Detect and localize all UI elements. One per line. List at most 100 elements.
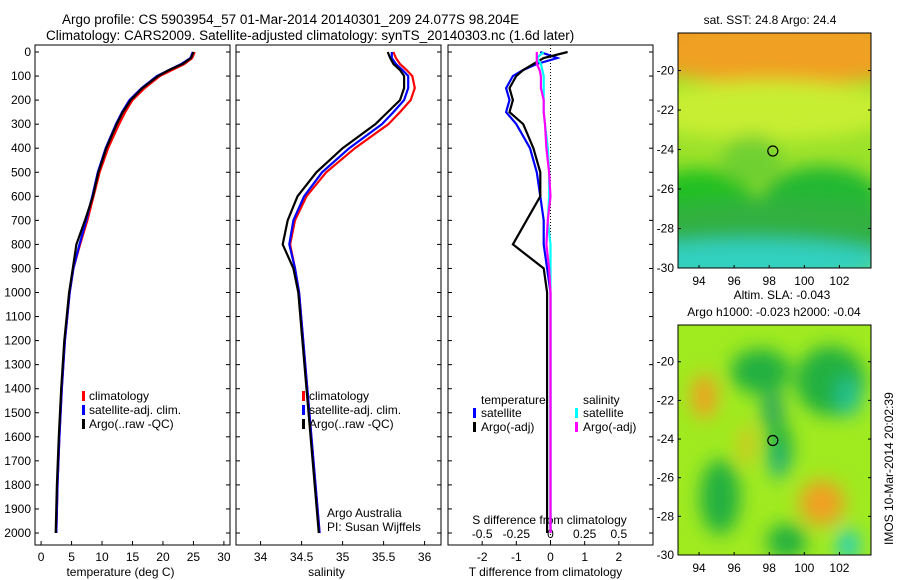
profile-panel-2: 34 34.5 35 35.5 36 salinity climatologysatelli… bbox=[235, 44, 442, 579]
y-tick-label: 600 bbox=[11, 189, 31, 203]
map-subtitle: Argo h1000: -0.023 h2000: -0.04 bbox=[687, 305, 861, 319]
x-tick-label: 35 bbox=[336, 550, 350, 564]
y-tick-label: -22 bbox=[657, 103, 675, 117]
legend-swatch bbox=[302, 405, 305, 415]
plot-frame bbox=[34, 44, 231, 546]
x-tick-label: 36 bbox=[418, 550, 432, 564]
y-tick-label: -30 bbox=[657, 261, 675, 275]
y-tick-label: 1900 bbox=[4, 502, 31, 516]
x-tick-label: 96 bbox=[727, 561, 741, 575]
series-line-argo-raw-qc- bbox=[54, 51, 195, 534]
sst-map: 94 96 98 100 102 -20 -22 -24 -26 -28 -30 sat. SST: … bbox=[657, 13, 872, 288]
heatmap-cell bbox=[766, 523, 807, 555]
x-tick-label: 0 bbox=[38, 550, 45, 564]
y-tick-label: 2000 bbox=[4, 526, 31, 540]
x-tick-label: 94 bbox=[692, 561, 706, 575]
map-title: sat. SST: 24.8 Argo: 24.4 bbox=[704, 13, 837, 27]
legend-swatch bbox=[302, 391, 305, 401]
credit-text: IMOS 10-Mar-2014 20:02:39 bbox=[882, 392, 896, 545]
map-frame bbox=[677, 32, 872, 269]
float-position-marker bbox=[767, 145, 779, 157]
s-tick-label: 0 bbox=[547, 527, 554, 541]
heatmap-cell bbox=[691, 374, 717, 420]
x-tick-label: 15 bbox=[126, 550, 140, 564]
figure-title-line1: Argo profile: CS 5903954_57 01-Mar-2014 … bbox=[62, 12, 520, 27]
y-tick-label: 200 bbox=[11, 93, 31, 107]
x-tick-label: 2 bbox=[615, 550, 622, 564]
x-tick-label: 30 bbox=[217, 550, 231, 564]
legend-label: satellite-adj. clim. bbox=[309, 403, 401, 417]
legend-swatch bbox=[302, 419, 305, 429]
x-tick-label: 34 bbox=[254, 550, 268, 564]
y-tick-label: -22 bbox=[657, 393, 675, 407]
y-tick-label: 700 bbox=[11, 213, 31, 227]
heatmap-cells bbox=[678, 33, 871, 268]
y-tick-label: -24 bbox=[657, 432, 675, 446]
legend-label: Argo(-adj) bbox=[481, 420, 534, 434]
y-tick-label: 1100 bbox=[5, 310, 31, 324]
y-tick-label: 300 bbox=[11, 117, 31, 131]
y-tick-label: 1700 bbox=[4, 454, 31, 468]
y-tick-label: 800 bbox=[11, 237, 31, 251]
y-tick-label: 900 bbox=[11, 261, 31, 275]
y-tick-label: 400 bbox=[11, 141, 31, 155]
legend-label: climatology bbox=[89, 389, 149, 403]
x-tick-label: -1 bbox=[511, 550, 522, 564]
y-tick-label: -20 bbox=[657, 64, 675, 78]
figure-title-line2: Climatology: CARS2009. Satellite-adjuste… bbox=[46, 28, 575, 43]
annotation: PI: Susan Wijffels bbox=[327, 520, 421, 534]
s-tick-label: 0.25 bbox=[573, 527, 597, 541]
x-tick-label: 98 bbox=[763, 274, 777, 288]
heatmap-cell bbox=[835, 376, 861, 417]
heatmap-cell bbox=[770, 444, 786, 480]
series-line-t-argo-adj- bbox=[508, 50, 568, 533]
heatmap-cell bbox=[721, 134, 782, 185]
legend-label: satellite bbox=[583, 406, 624, 420]
y-tick-label: 1400 bbox=[4, 382, 31, 396]
x-tick-label: 1 bbox=[581, 550, 588, 564]
legend-label: Argo(..raw -QC) bbox=[89, 417, 174, 431]
legend-swatch bbox=[82, 405, 85, 415]
heatmap-field bbox=[678, 325, 871, 555]
y-tick-label: -28 bbox=[657, 222, 675, 236]
heatmap-cell bbox=[741, 424, 752, 465]
legend-swatch bbox=[82, 419, 85, 429]
y-tick-label: 500 bbox=[11, 165, 31, 179]
y-tick-label: -20 bbox=[657, 355, 675, 369]
legend-swatch bbox=[575, 408, 578, 418]
annotation: Argo Australia bbox=[327, 506, 402, 520]
legend-swatch bbox=[82, 391, 85, 401]
y-tick-label: 1000 bbox=[4, 286, 31, 300]
heatmap-cell bbox=[762, 390, 783, 431]
x-tick-label: 102 bbox=[829, 274, 849, 288]
legend-label: climatology bbox=[309, 389, 369, 403]
profile-panel-3: -2 -1 0 1 2T difference from climatology -0.5… bbox=[447, 44, 654, 579]
x-tick-label: 0 bbox=[547, 550, 554, 564]
series-line-s-argo-adj- bbox=[535, 52, 552, 533]
plot-frame bbox=[235, 44, 442, 546]
heatmap-cell bbox=[837, 528, 860, 555]
y-tick-label: 1300 bbox=[4, 358, 31, 372]
heatmap-cells bbox=[691, 346, 866, 555]
x-tick-label: 20 bbox=[156, 550, 170, 564]
y-tick-label: -26 bbox=[657, 182, 675, 196]
heatmap-cell bbox=[799, 480, 845, 526]
y-tick-label: 1800 bbox=[4, 478, 31, 492]
x-tick-label: 10 bbox=[95, 550, 109, 564]
map-title: Altim. SLA: -0.043 bbox=[734, 288, 831, 302]
x-axis-label: temperature (deg C) bbox=[66, 565, 174, 579]
y-tick-label: -26 bbox=[657, 471, 675, 485]
legend-swatch bbox=[575, 422, 578, 432]
y-tick-label: -28 bbox=[657, 509, 675, 523]
x-axis-label: salinity bbox=[308, 565, 345, 579]
legend-label: Argo(-adj) bbox=[583, 420, 636, 434]
legend-label: satellite bbox=[481, 406, 522, 420]
x-tick-label: 96 bbox=[727, 274, 741, 288]
heatmap-cell bbox=[678, 239, 871, 268]
x-axis-label: T difference from climatology bbox=[469, 565, 623, 579]
x-tick-label: 34.5 bbox=[290, 550, 314, 564]
sla-map: 94 96 98 100 102 -20 -22 -24 -26 -28 -30 Altim. SLA… bbox=[657, 288, 872, 575]
float-position-marker bbox=[767, 434, 779, 447]
profile-panel-1: 0100200300400500600700800900100011001200… bbox=[4, 44, 231, 579]
